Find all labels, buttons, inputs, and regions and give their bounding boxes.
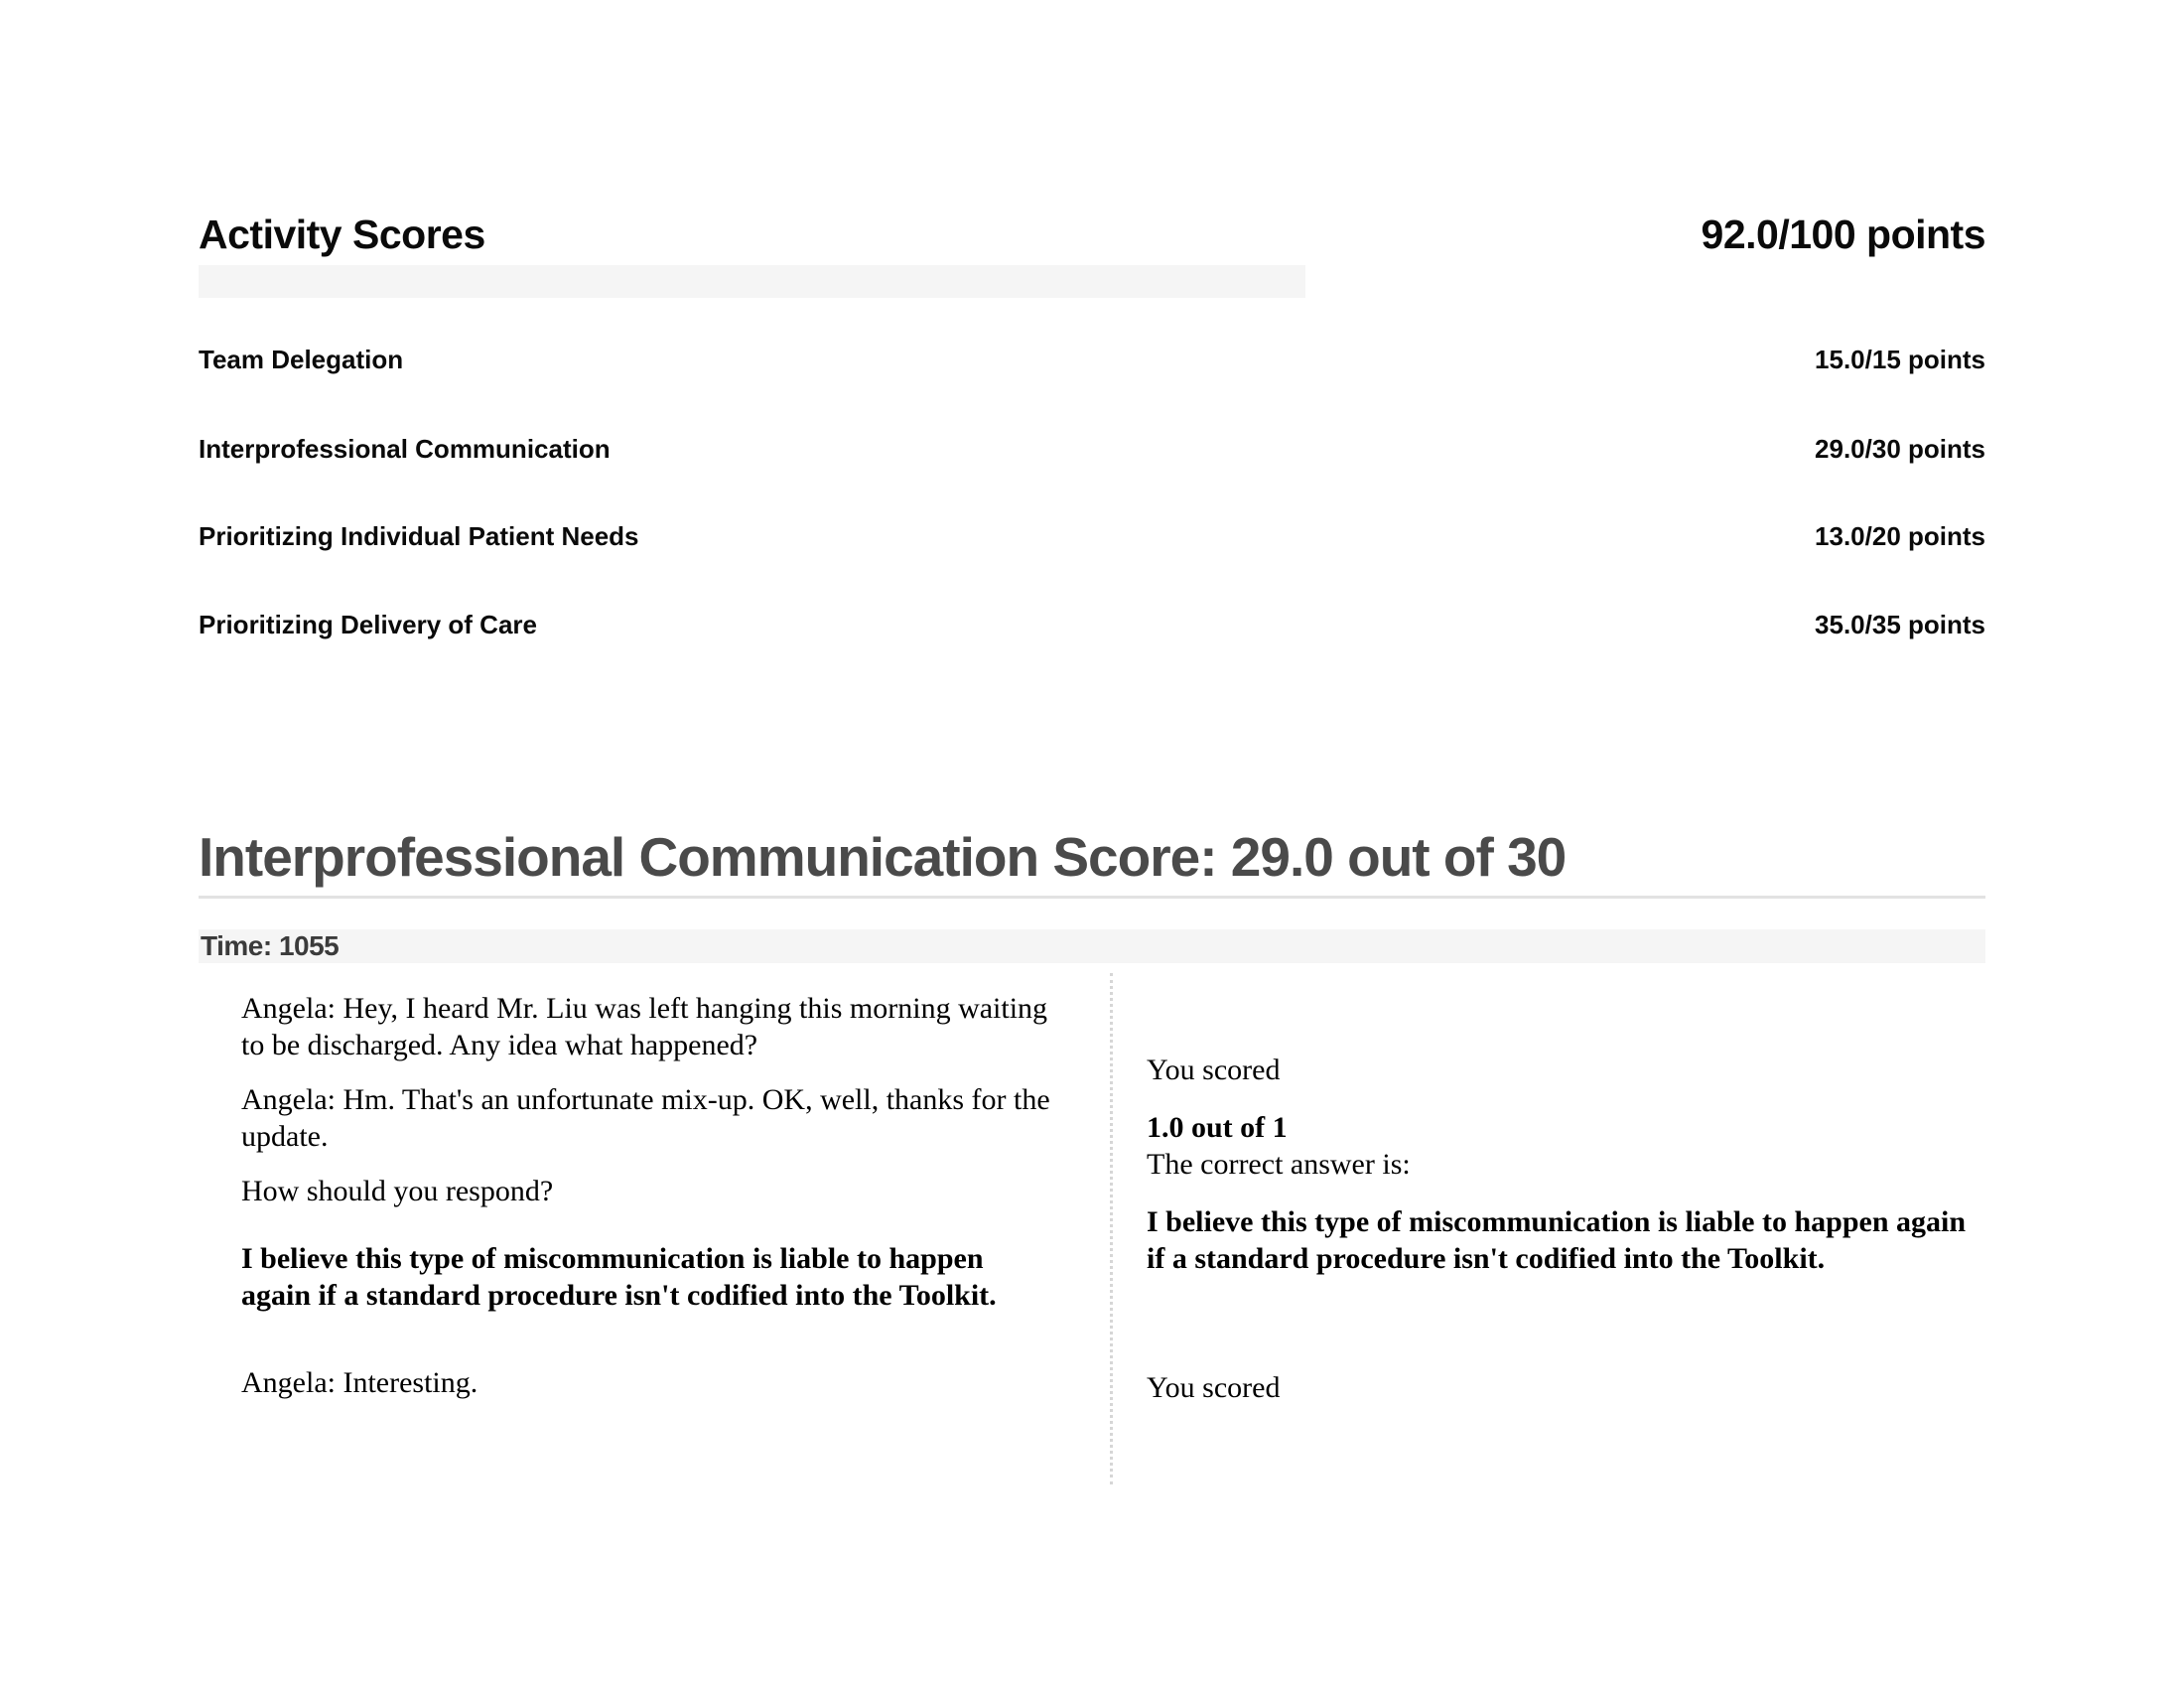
time-bar: Time: 1055 — [199, 929, 1985, 963]
question-prompt: How should you respond? — [241, 1175, 554, 1207]
scoring-column: You scored 1.0 out of 1 The correct answ… — [1147, 973, 1980, 1406]
score-row-points: 35.0/35 points — [1815, 610, 1985, 639]
time-label: Time: 1055 — [201, 930, 340, 961]
correct-answer-label: The correct answer is: — [1147, 1148, 1411, 1181]
column-divider — [1110, 973, 1113, 1484]
score-row-label: Prioritizing Delivery of Care — [199, 610, 537, 639]
score-row-points: 15.0/15 points — [1815, 345, 1985, 374]
score-row-prioritizing-individual-patient-needs: Prioritizing Individual Patient Needs 13… — [199, 520, 1985, 552]
you-scored-label: You scored — [1147, 1371, 1281, 1404]
score-row-team-delegation: Team Delegation 15.0/15 points — [199, 344, 1985, 375]
score-row-prioritizing-delivery-of-care: Prioritizing Delivery of Care 35.0/35 po… — [199, 609, 1985, 640]
score-row-points: 13.0/20 points — [1815, 521, 1985, 551]
feedback-columns: Angela: Hey, I heard Mr. Liu was left ha… — [199, 973, 1985, 1489]
total-points: 92.0/100 points — [1701, 211, 1986, 257]
you-scored-label: You scored — [1147, 1054, 1281, 1086]
score-row-interprofessional-communication: Interprofessional Communication 29.0/30 … — [199, 433, 1985, 465]
heading-rule — [199, 896, 1985, 899]
score-row-points: 29.0/30 points — [1815, 434, 1985, 464]
score-row-label: Interprofessional Communication — [199, 434, 611, 464]
correct-answer-text: I believe this type of miscommunication … — [1147, 1205, 1967, 1275]
selected-answer: I believe this type of miscommunication … — [241, 1242, 997, 1312]
dialogue-line: Angela: Hey, I heard Mr. Liu was left ha… — [241, 992, 1048, 1061]
score-value: 1.0 out of 1 — [1147, 1111, 1288, 1144]
title-underline-bar — [199, 265, 1305, 298]
page-title: Activity Scores — [199, 211, 485, 257]
score-row-label: Team Delegation — [199, 345, 404, 374]
dialogue-line: Angela: Hm. That's an unfortunate mix-up… — [241, 1083, 1050, 1153]
question-column: Angela: Hey, I heard Mr. Liu was left ha… — [241, 973, 1057, 1401]
section-heading: Interprofessional Communication Score: 2… — [199, 826, 1567, 888]
activity-scores-header: Activity Scores 92.0/100 points — [199, 211, 1986, 257]
dialogue-line: Angela: Interesting. — [241, 1366, 478, 1399]
score-row-label: Prioritizing Individual Patient Needs — [199, 521, 639, 551]
